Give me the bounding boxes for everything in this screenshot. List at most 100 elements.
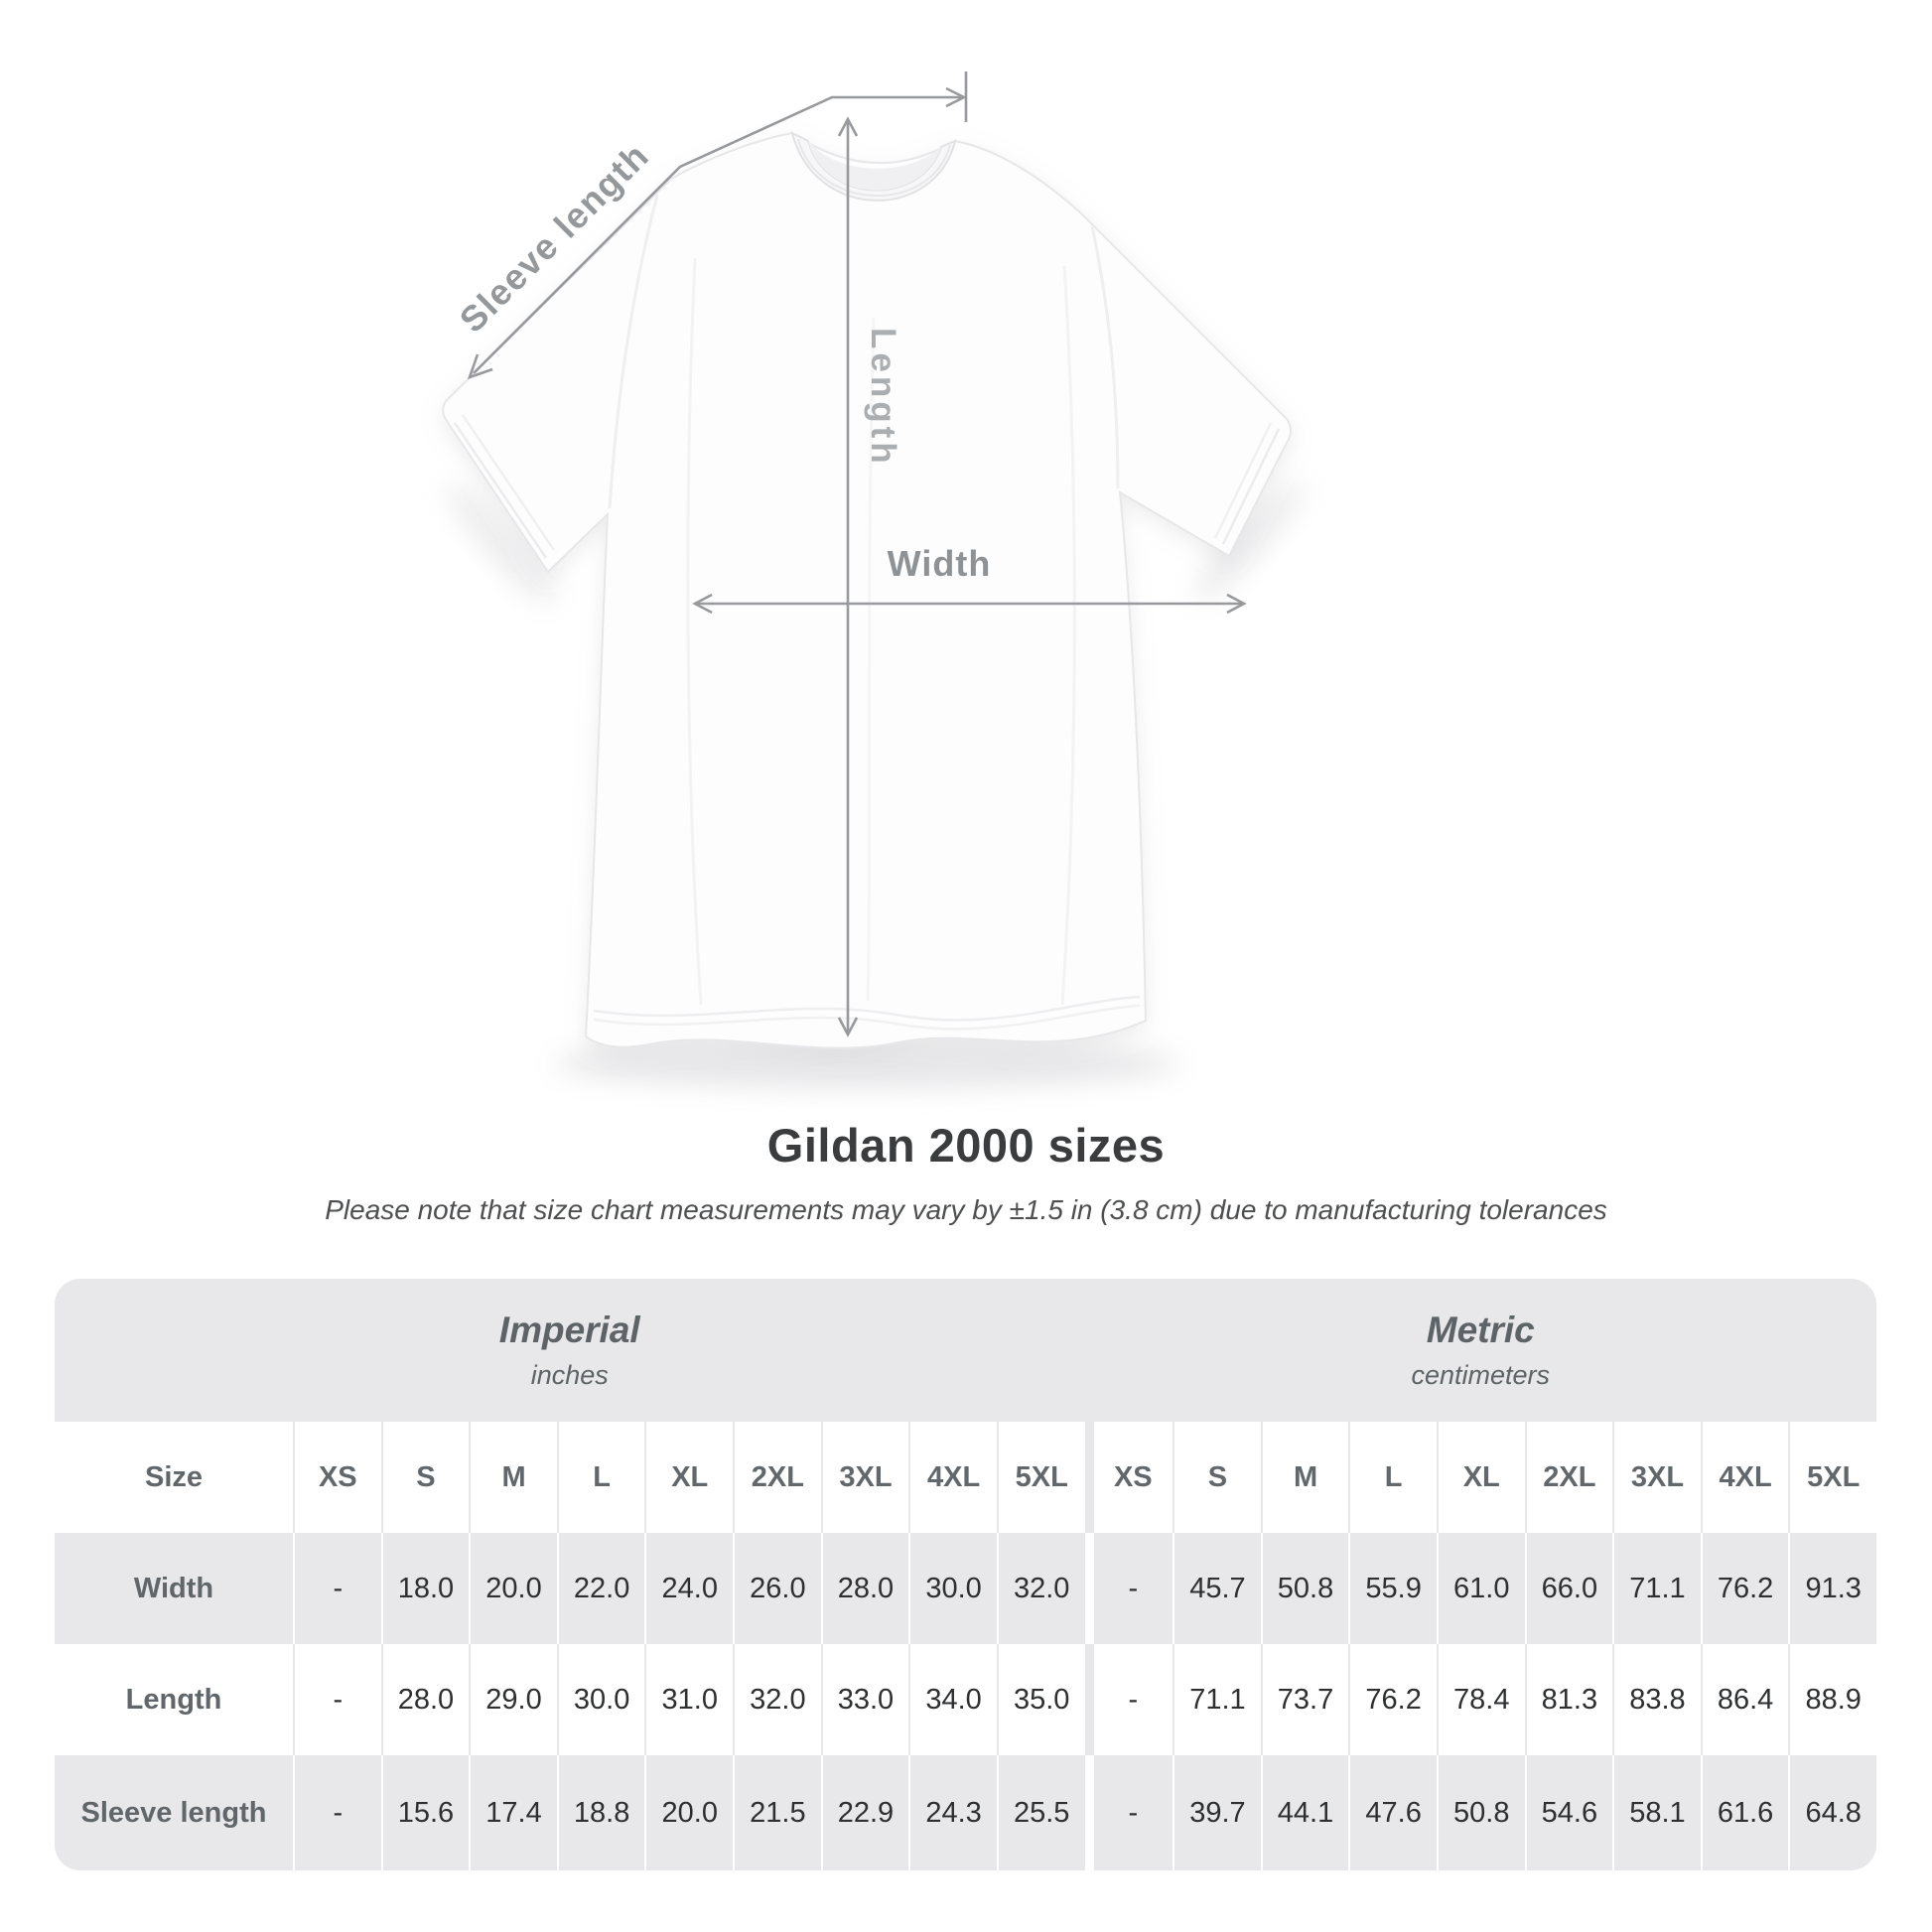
table-cell: L: [1348, 1422, 1437, 1533]
table-cell: 17.4: [469, 1755, 557, 1870]
table-cell: 73.7: [1260, 1644, 1349, 1755]
table-cell: 34.0: [908, 1644, 997, 1755]
table-cell: L: [556, 1422, 645, 1533]
table-cell: 44.1: [1260, 1755, 1349, 1870]
table-cell: 26.0: [733, 1533, 821, 1644]
tshirt-image: Sleeve length Length Width: [442, 71, 1304, 1088]
table-cell: 2XL: [733, 1422, 821, 1533]
imperial-unit-label: inches: [530, 1360, 609, 1390]
imperial-group-header: Imperial inches: [55, 1279, 1085, 1422]
table-cell: M: [1260, 1422, 1349, 1533]
table-cell: 30.0: [908, 1533, 997, 1644]
table-cell: XS: [1084, 1422, 1173, 1533]
table-row: Sleeve length -15.6 17.4 18.8 20.0 21.5 22.9 24…: [55, 1755, 1876, 1870]
table-cell: 33.0: [820, 1644, 909, 1755]
table-cell: 15.6: [380, 1755, 470, 1870]
unit-header-row: Imperial inches Metric centimeters: [55, 1279, 1876, 1422]
metric-unit-label: centimeters: [1411, 1360, 1551, 1390]
row-label: Width: [133, 1572, 214, 1604]
table-cell: 25.5: [996, 1755, 1085, 1870]
table-cell: 32.0: [733, 1644, 821, 1755]
table-cell: 28.0: [380, 1644, 470, 1755]
table-cell: 47.6: [1348, 1755, 1437, 1870]
table-cell: 28.0: [820, 1533, 909, 1644]
tshirt-collar: [790, 131, 957, 202]
size-table-body: Size XS S M L XL 2XL 3XL 4XL 5XL XS S M L XL 2XL 3XL 4XL 5…: [55, 1422, 1876, 1870]
table-cell: 86.4: [1700, 1644, 1789, 1755]
table-cell: -: [1084, 1755, 1173, 1870]
size-table: Imperial inches Metric centimeters Size X…: [55, 1279, 1876, 1870]
tolerance-note: Please note that size chart measurements…: [325, 1194, 1607, 1225]
table-cell: 64.8: [1788, 1755, 1876, 1870]
metric-label: Metric: [1426, 1310, 1535, 1350]
table-cell: 5XL: [996, 1422, 1085, 1533]
size-header-row: Size XS S M L XL 2XL 3XL 4XL 5XL XS S M L XL 2XL 3XL 4XL 5…: [55, 1422, 1876, 1533]
table-cell: 30.0: [556, 1644, 645, 1755]
table-cell: 3XL: [1612, 1422, 1701, 1533]
table-cell: 24.3: [908, 1755, 997, 1870]
table-cell: 20.0: [469, 1533, 557, 1644]
shirt-shadow: [447, 481, 1304, 1088]
tshirt-figure: Sleeve length Length Width: [442, 71, 1304, 1088]
table-cell: -: [1084, 1533, 1173, 1644]
table-cell: -: [293, 1533, 381, 1644]
table-cell: 71.1: [1173, 1644, 1261, 1755]
table-cell: 20.0: [644, 1755, 733, 1870]
table-cell: 29.0: [469, 1644, 557, 1755]
width-label: Width: [888, 543, 992, 584]
table-cell: 2XL: [1524, 1422, 1613, 1533]
table-cell: 50.8: [1436, 1755, 1525, 1870]
sleeve-length-arrow: [467, 71, 968, 380]
table-cell: 18.8: [556, 1755, 645, 1870]
table-cell: -: [293, 1755, 381, 1870]
table-cell: 88.9: [1788, 1644, 1876, 1755]
table-cell: S: [380, 1422, 470, 1533]
table-cell: XL: [644, 1422, 733, 1533]
table-cell: 22.9: [820, 1755, 909, 1870]
length-label: Length: [864, 328, 902, 468]
table-cell: 35.0: [996, 1644, 1085, 1755]
row-label: Length: [125, 1683, 222, 1716]
table-cell: 83.8: [1612, 1644, 1701, 1755]
length-arrow: [837, 116, 859, 1037]
metric-group-header: Metric centimeters: [1085, 1279, 1877, 1422]
table-cell: 55.9: [1348, 1533, 1437, 1644]
table-cell: 50.8: [1260, 1533, 1349, 1644]
imperial-label: Imperial: [498, 1310, 640, 1350]
table-cell: M: [469, 1422, 557, 1533]
table-cell: S: [1173, 1422, 1261, 1533]
table-cell: 3XL: [820, 1422, 909, 1533]
table-cell: 31.0: [644, 1644, 733, 1755]
table-cell: 24.0: [644, 1533, 733, 1644]
table-cell: 21.5: [733, 1755, 821, 1870]
table-cell: 76.2: [1348, 1644, 1437, 1755]
page-title: Gildan 2000 sizes: [766, 1119, 1166, 1172]
table-cell: -: [1084, 1644, 1173, 1755]
table-row: Width -18.0 20.0 22.0 24.0 26.0 28.0 30.0 32.0-4…: [55, 1533, 1876, 1644]
row-label: Sleeve length: [80, 1796, 267, 1829]
table-cell: 18.0: [380, 1533, 470, 1644]
width-arrow: [692, 593, 1247, 615]
table-cell: XS: [293, 1422, 381, 1533]
table-cell: 78.4: [1436, 1644, 1525, 1755]
table-row: Length -28.0 29.0 30.0 31.0 32.0 33.0 34.0 35.0-…: [55, 1644, 1876, 1755]
table-cell: 61.0: [1436, 1533, 1525, 1644]
table-cell: -: [293, 1644, 381, 1755]
table-cell: 32.0: [996, 1533, 1085, 1644]
table-cell: 61.6: [1700, 1755, 1789, 1870]
table-cell: 81.3: [1524, 1644, 1613, 1755]
table-cell: 76.2: [1700, 1533, 1789, 1644]
table-cell: 4XL: [908, 1422, 997, 1533]
table-cell: 91.3: [1788, 1533, 1876, 1644]
size-column-label: Size: [144, 1460, 204, 1493]
table-cell: 54.6: [1524, 1755, 1613, 1870]
tshirt-body: [442, 131, 1292, 1049]
table-cell: 71.1: [1612, 1533, 1701, 1644]
table-cell: 45.7: [1173, 1533, 1261, 1644]
table-cell: 5XL: [1788, 1422, 1876, 1533]
table-cell: 58.1: [1612, 1755, 1701, 1870]
table-cell: 22.0: [556, 1533, 645, 1644]
table-cell: 66.0: [1524, 1533, 1613, 1644]
table-cell: 39.7: [1173, 1755, 1261, 1870]
